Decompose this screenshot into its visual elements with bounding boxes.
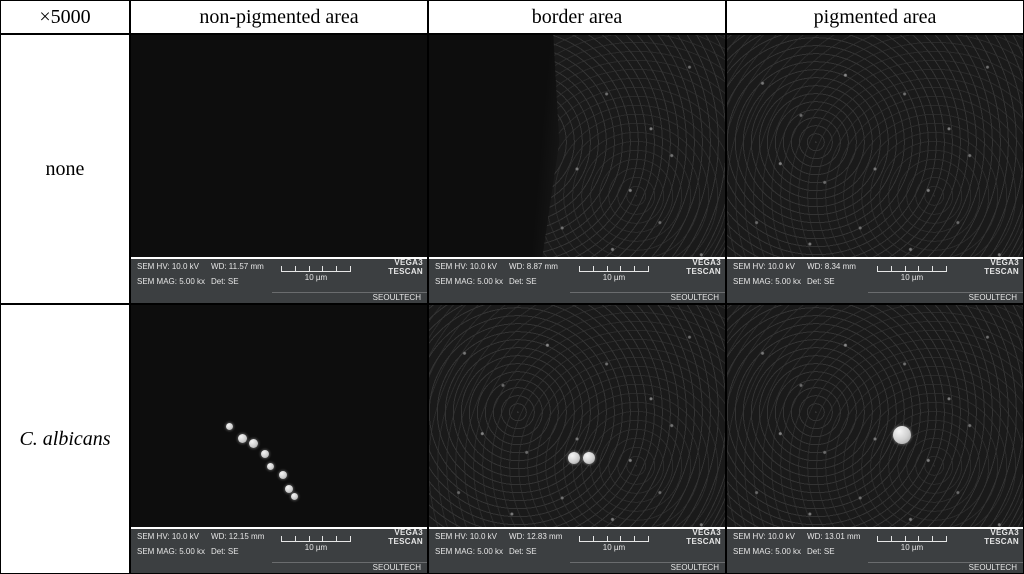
sem-det-label: Det: SE	[205, 277, 272, 286]
scale-bar-icon	[281, 536, 351, 542]
col-header-label: pigmented area	[814, 6, 937, 29]
sem-area: SEM HV: 10.0 kV WD: 11.57 mm 10 µm VEGA3…	[131, 35, 427, 303]
scale-label: 10 µm	[305, 543, 327, 552]
sem-hv-label: SEM HV: 10.0 kV	[131, 262, 205, 271]
scale-bar-icon	[579, 536, 649, 542]
sem-tile-albicans-border: SEM HV: 10.0 kV WD: 12.83 mm 10 µm VEGA3…	[428, 304, 726, 574]
sem-hv-label: SEM HV: 10.0 kV	[727, 262, 801, 271]
figure-grid: ×5000 non-pigmented area border area pig…	[0, 0, 1024, 574]
sem-tile-none-nonpigmented: SEM HV: 10.0 kV WD: 11.57 mm 10 µm VEGA3…	[130, 34, 428, 304]
sem-brand: VEGA3 TESCAN	[360, 528, 427, 546]
sem-wd-label: WD: 12.83 mm	[503, 532, 570, 541]
sem-wd-label: WD: 12.15 mm	[205, 532, 272, 541]
sem-hv-label: SEM HV: 10.0 kV	[429, 262, 503, 271]
sem-mag-label: SEM MAG: 5.00 kx	[429, 547, 503, 556]
scale-bar-wrap: 10 µm	[272, 266, 359, 282]
yeast-cell-icon	[285, 485, 293, 493]
col-header-label: border area	[532, 6, 623, 29]
sem-area: SEM HV: 10.0 kV WD: 8.87 mm 10 µm VEGA3 …	[429, 35, 725, 303]
sem-institution: SEOULTECH	[272, 562, 427, 572]
yeast-cell-icon	[226, 423, 233, 430]
sem-tile-albicans-nonpigmented: SEM HV: 10.0 kV WD: 12.15 mm 10 µm VEGA3…	[130, 304, 428, 574]
sem-brand: VEGA3 TESCAN	[956, 528, 1023, 546]
sem-area: SEM HV: 10.0 kV WD: 12.15 mm 10 µm VEGA3…	[131, 305, 427, 573]
sem-info-bar: SEM HV: 10.0 kV WD: 13.01 mm 10 µm VEGA3…	[727, 527, 1023, 573]
sem-area: SEM HV: 10.0 kV WD: 8.34 mm 10 µm VEGA3 …	[727, 35, 1023, 303]
sem-det-label: Det: SE	[503, 547, 570, 556]
sem-brand: VEGA3 TESCAN	[360, 258, 427, 276]
scale-bar-icon	[281, 266, 351, 272]
sem-mag-label: SEM MAG: 5.00 kx	[727, 277, 801, 286]
sem-det-label: Det: SE	[801, 547, 868, 556]
yeast-cell-icon	[291, 493, 298, 500]
yeast-cell-icon	[261, 450, 269, 458]
sem-det-label: Det: SE	[801, 277, 868, 286]
corner-cell: ×5000	[0, 0, 130, 34]
scale-bar-wrap: 10 µm	[272, 536, 359, 552]
sem-brand: VEGA3 TESCAN	[658, 528, 725, 546]
scale-bar-icon	[877, 536, 947, 542]
scale-bar-icon	[877, 266, 947, 272]
sem-wd-label: WD: 11.57 mm	[205, 262, 272, 271]
sem-tile-none-border: SEM HV: 10.0 kV WD: 8.87 mm 10 µm VEGA3 …	[428, 34, 726, 304]
col-header-0: non-pigmented area	[130, 0, 428, 34]
sem-hv-label: SEM HV: 10.0 kV	[727, 532, 801, 541]
sem-hv-label: SEM HV: 10.0 kV	[429, 532, 503, 541]
sem-info-bar: SEM HV: 10.0 kV WD: 12.83 mm 10 µm VEGA3…	[429, 527, 725, 573]
sem-hv-label: SEM HV: 10.0 kV	[131, 532, 205, 541]
col-header-2: pigmented area	[726, 0, 1024, 34]
row-label-1: C. albicans	[0, 304, 130, 574]
scale-bar-wrap: 10 µm	[570, 266, 657, 282]
yeast-cell-icon	[238, 434, 247, 443]
scale-bar-wrap: 10 µm	[868, 536, 955, 552]
scale-bar-icon	[579, 266, 649, 272]
scale-bar-wrap: 10 µm	[570, 536, 657, 552]
sem-mag-label: SEM MAG: 5.00 kx	[429, 277, 503, 286]
col-header-label: non-pigmented area	[199, 6, 358, 29]
sem-info-bar: SEM HV: 10.0 kV WD: 8.87 mm 10 µm VEGA3 …	[429, 257, 725, 303]
corner-label: ×5000	[39, 6, 90, 29]
sem-tile-albicans-pigmented: SEM HV: 10.0 kV WD: 13.01 mm 10 µm VEGA3…	[726, 304, 1024, 574]
sem-area: SEM HV: 10.0 kV WD: 13.01 mm 10 µm VEGA3…	[727, 305, 1023, 573]
yeast-cell-icon	[893, 426, 911, 444]
sem-institution: SEOULTECH	[868, 562, 1023, 572]
sem-det-label: Det: SE	[205, 547, 272, 556]
sem-info-bar: SEM HV: 10.0 kV WD: 12.15 mm 10 µm VEGA3…	[131, 527, 427, 573]
scale-label: 10 µm	[305, 273, 327, 282]
sem-info-bar: SEM HV: 10.0 kV WD: 8.34 mm 10 µm VEGA3 …	[727, 257, 1023, 303]
sem-mag-label: SEM MAG: 5.00 kx	[131, 547, 205, 556]
sem-wd-label: WD: 13.01 mm	[801, 532, 868, 541]
row-label-text: none	[46, 158, 85, 181]
sem-institution: SEOULTECH	[272, 292, 427, 302]
scale-label: 10 µm	[603, 543, 625, 552]
sem-area: SEM HV: 10.0 kV WD: 12.83 mm 10 µm VEGA3…	[429, 305, 725, 573]
sem-institution: SEOULTECH	[570, 562, 725, 572]
scale-bar-wrap: 10 µm	[868, 266, 955, 282]
sem-wd-label: WD: 8.87 mm	[503, 262, 570, 271]
sem-wd-label: WD: 8.34 mm	[801, 262, 868, 271]
sem-institution: SEOULTECH	[570, 292, 725, 302]
scale-label: 10 µm	[603, 273, 625, 282]
scale-label: 10 µm	[901, 543, 923, 552]
scale-label: 10 µm	[901, 273, 923, 282]
sem-brand: VEGA3 TESCAN	[658, 258, 725, 276]
row-label-text: C. albicans	[19, 428, 110, 451]
sem-mag-label: SEM MAG: 5.00 kx	[727, 547, 801, 556]
sem-info-bar: SEM HV: 10.0 kV WD: 11.57 mm 10 µm VEGA3…	[131, 257, 427, 303]
sem-det-label: Det: SE	[503, 277, 570, 286]
col-header-1: border area	[428, 0, 726, 34]
sem-tile-none-pigmented: SEM HV: 10.0 kV WD: 8.34 mm 10 µm VEGA3 …	[726, 34, 1024, 304]
sem-mag-label: SEM MAG: 5.00 kx	[131, 277, 205, 286]
row-label-0: none	[0, 34, 130, 304]
sem-institution: SEOULTECH	[868, 292, 1023, 302]
sem-brand: VEGA3 TESCAN	[956, 258, 1023, 276]
